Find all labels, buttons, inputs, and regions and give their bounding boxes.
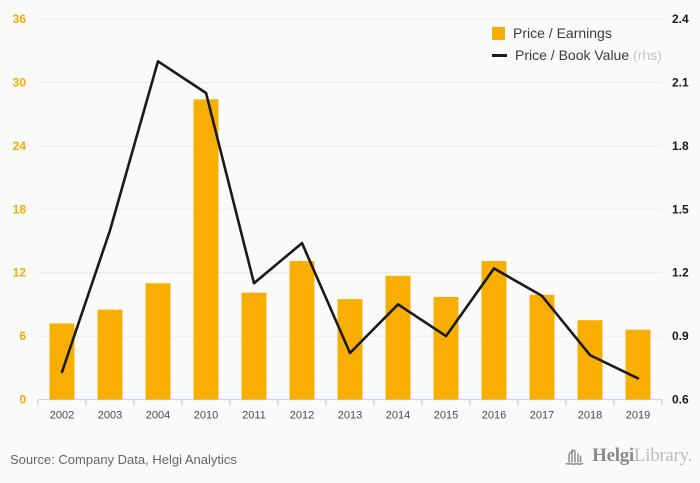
x-axis-year-label: 2004 <box>146 410 170 422</box>
x-axis-year-label: 2019 <box>626 410 650 422</box>
bar-2003 <box>97 309 123 400</box>
rhs-note: (rhs) <box>629 47 662 63</box>
helgi-logo: HelgiLibrary. <box>564 444 692 468</box>
bar-2012 <box>289 261 315 400</box>
bar-2016 <box>481 261 507 400</box>
left-axis-tick-label: 18 <box>13 202 27 216</box>
bar-2015 <box>433 296 459 400</box>
bar-2011 <box>241 292 267 400</box>
x-axis-year-label: 2010 <box>194 410 218 422</box>
price-book-value-line <box>60 59 640 380</box>
left-axis-tick-label: 6 <box>19 329 26 343</box>
right-axis-tick-label: 2.1 <box>672 75 689 89</box>
x-axis-year-label: 2002 <box>50 410 74 422</box>
x-axis-year-label: 2003 <box>98 410 122 422</box>
bar-2010 <box>193 99 219 400</box>
left-axis-tick-label: 30 <box>13 75 27 89</box>
bar-2019 <box>625 329 651 400</box>
price-book-line-swatch <box>492 53 507 57</box>
left-axis-tick-label: 24 <box>13 139 27 153</box>
right-axis-tick-label: 1.5 <box>672 202 689 216</box>
x-axis-year-label: 2015 <box>434 410 458 422</box>
right-axis-tick-label: 0.9 <box>672 329 689 343</box>
bar-2004 <box>145 283 171 400</box>
x-axis-year-label: 2011 <box>242 410 266 422</box>
x-axis-year-label: 2017 <box>530 410 554 422</box>
left-axis-tick-label: 36 <box>13 12 27 26</box>
helgi-logo-icon <box>565 449 584 466</box>
price-earnings-swatch <box>492 26 505 40</box>
left-axis-tick-label: 0 <box>19 393 26 407</box>
bar-2014 <box>385 275 411 400</box>
x-axis-year-label: 2013 <box>338 410 362 422</box>
x-axis-year-label: 2014 <box>386 410 410 422</box>
legend-item-price-book: Price / Book Value (rhs) <box>492 48 662 62</box>
bar-2002 <box>49 323 75 400</box>
legend-label-price-book: Price / Book Value (rhs) <box>515 47 662 63</box>
legend-item-price-earnings: Price / Earnings <box>492 26 662 40</box>
x-axis-year-label: 2016 <box>482 410 506 422</box>
source-text: Source: Company Data, Helgi Analytics <box>10 452 237 467</box>
right-axis-tick-label: 0.6 <box>672 393 689 407</box>
legend-label-price-earnings: Price / Earnings <box>513 25 612 41</box>
bar-2013 <box>337 299 363 400</box>
left-axis-tick-label: 12 <box>13 266 27 280</box>
bar-2017 <box>529 294 555 400</box>
x-axis-year-label: 2012 <box>290 410 314 422</box>
right-axis-tick-label: 1.2 <box>672 266 689 280</box>
chart-svg: 0 6 12 18 24 30 36 0.6 0.9 1.2 1.5 1.8 2.1 2.4 2002 200… <box>13 12 689 422</box>
right-axis-tick-label: 1.8 <box>672 139 689 153</box>
x-axis-year-label: 2018 <box>578 410 602 422</box>
right-axis-tick-label: 2.4 <box>672 12 689 26</box>
legend: Price / Earnings Price / Book Value (rhs… <box>492 26 662 62</box>
logo-text: HelgiLibrary. <box>592 445 692 467</box>
